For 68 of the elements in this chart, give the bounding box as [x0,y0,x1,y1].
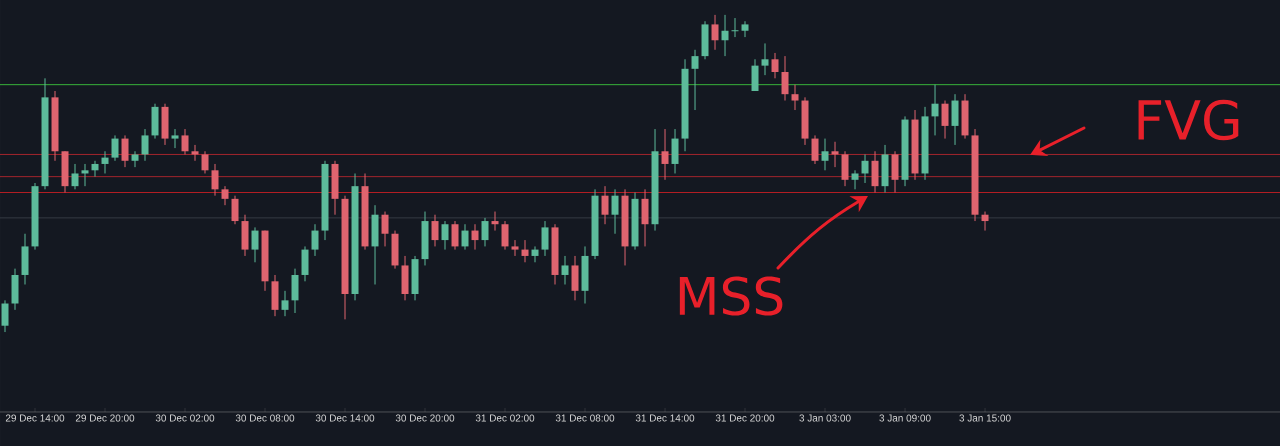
candlestick [811,134,819,165]
annotation: MSS [679,276,783,316]
candlestick [471,223,479,251]
candlestick [541,220,549,257]
candlestick [311,223,319,257]
candlestick [821,138,829,171]
candlestick [81,163,89,187]
candlestick [731,17,740,38]
x-tick-label: 31 Dec 20:00 [715,414,775,422]
candlestick [141,128,149,162]
candlestick [521,239,529,263]
candlestick [1,299,9,333]
candlestick [761,42,769,76]
candlestick [981,211,989,232]
x-tick-label: 31 Dec 02:00 [475,414,535,422]
x-tick-label: 30 Dec 02:00 [155,414,215,422]
x-tick-label: 30 Dec 14:00 [315,414,375,422]
candlestick [481,217,489,247]
candlestick [101,150,109,174]
candlestick [661,128,669,181]
x-tick-label: 30 Dec 20:00 [395,414,455,422]
candlestick [191,144,199,162]
candlestick [431,214,439,247]
candlestick [691,49,699,111]
candlestick [121,134,129,168]
candlestick [251,226,259,263]
candlestick [791,84,799,111]
candlestick [531,245,539,263]
text: FVG [1138,99,1239,141]
candlestick [491,211,499,232]
x-tick-label: 3 Jan 03:00 [799,414,851,422]
candlestick [381,211,389,247]
candlestick [201,150,209,174]
x-tick-label: 29 Dec 20:00 [75,414,135,422]
candlestick [221,185,229,206]
candlestick [441,220,449,251]
candlestick [941,100,949,140]
x-tick-label: 3 Jan 09:00 [879,414,931,422]
x-tick-label: 31 Dec 08:00 [555,414,615,422]
candlestick [771,52,779,79]
candlestick [601,185,609,225]
candlestick [231,195,239,225]
x-tick-label: 31 Dec 14:00 [635,414,695,422]
candlestick [111,134,119,162]
candlestick [561,255,569,285]
candlestick [461,223,469,251]
candlestick [501,220,509,251]
candlestick [831,141,839,168]
candlestick [741,20,749,38]
candlestick [611,188,619,235]
candlestick [71,163,79,190]
candlestick [781,55,789,102]
candlestick [91,160,99,178]
candlestick [181,128,189,155]
candlestick [171,128,179,149]
candlestick [211,163,219,197]
candlestick [451,220,459,251]
x-tick-label: 30 Dec 08:00 [235,414,295,422]
candlestick [721,14,729,57]
candlestick [861,153,869,184]
candlestick [851,169,859,190]
x-tick-label: 3 Jan 15:00 [959,414,1011,422]
candlestick [281,290,289,317]
candlestick [131,150,139,168]
candlestick [711,14,719,51]
candlestick [511,239,519,257]
x-tick-label: 29 Dec 14:00 [5,414,65,422]
candlestick [931,84,939,136]
